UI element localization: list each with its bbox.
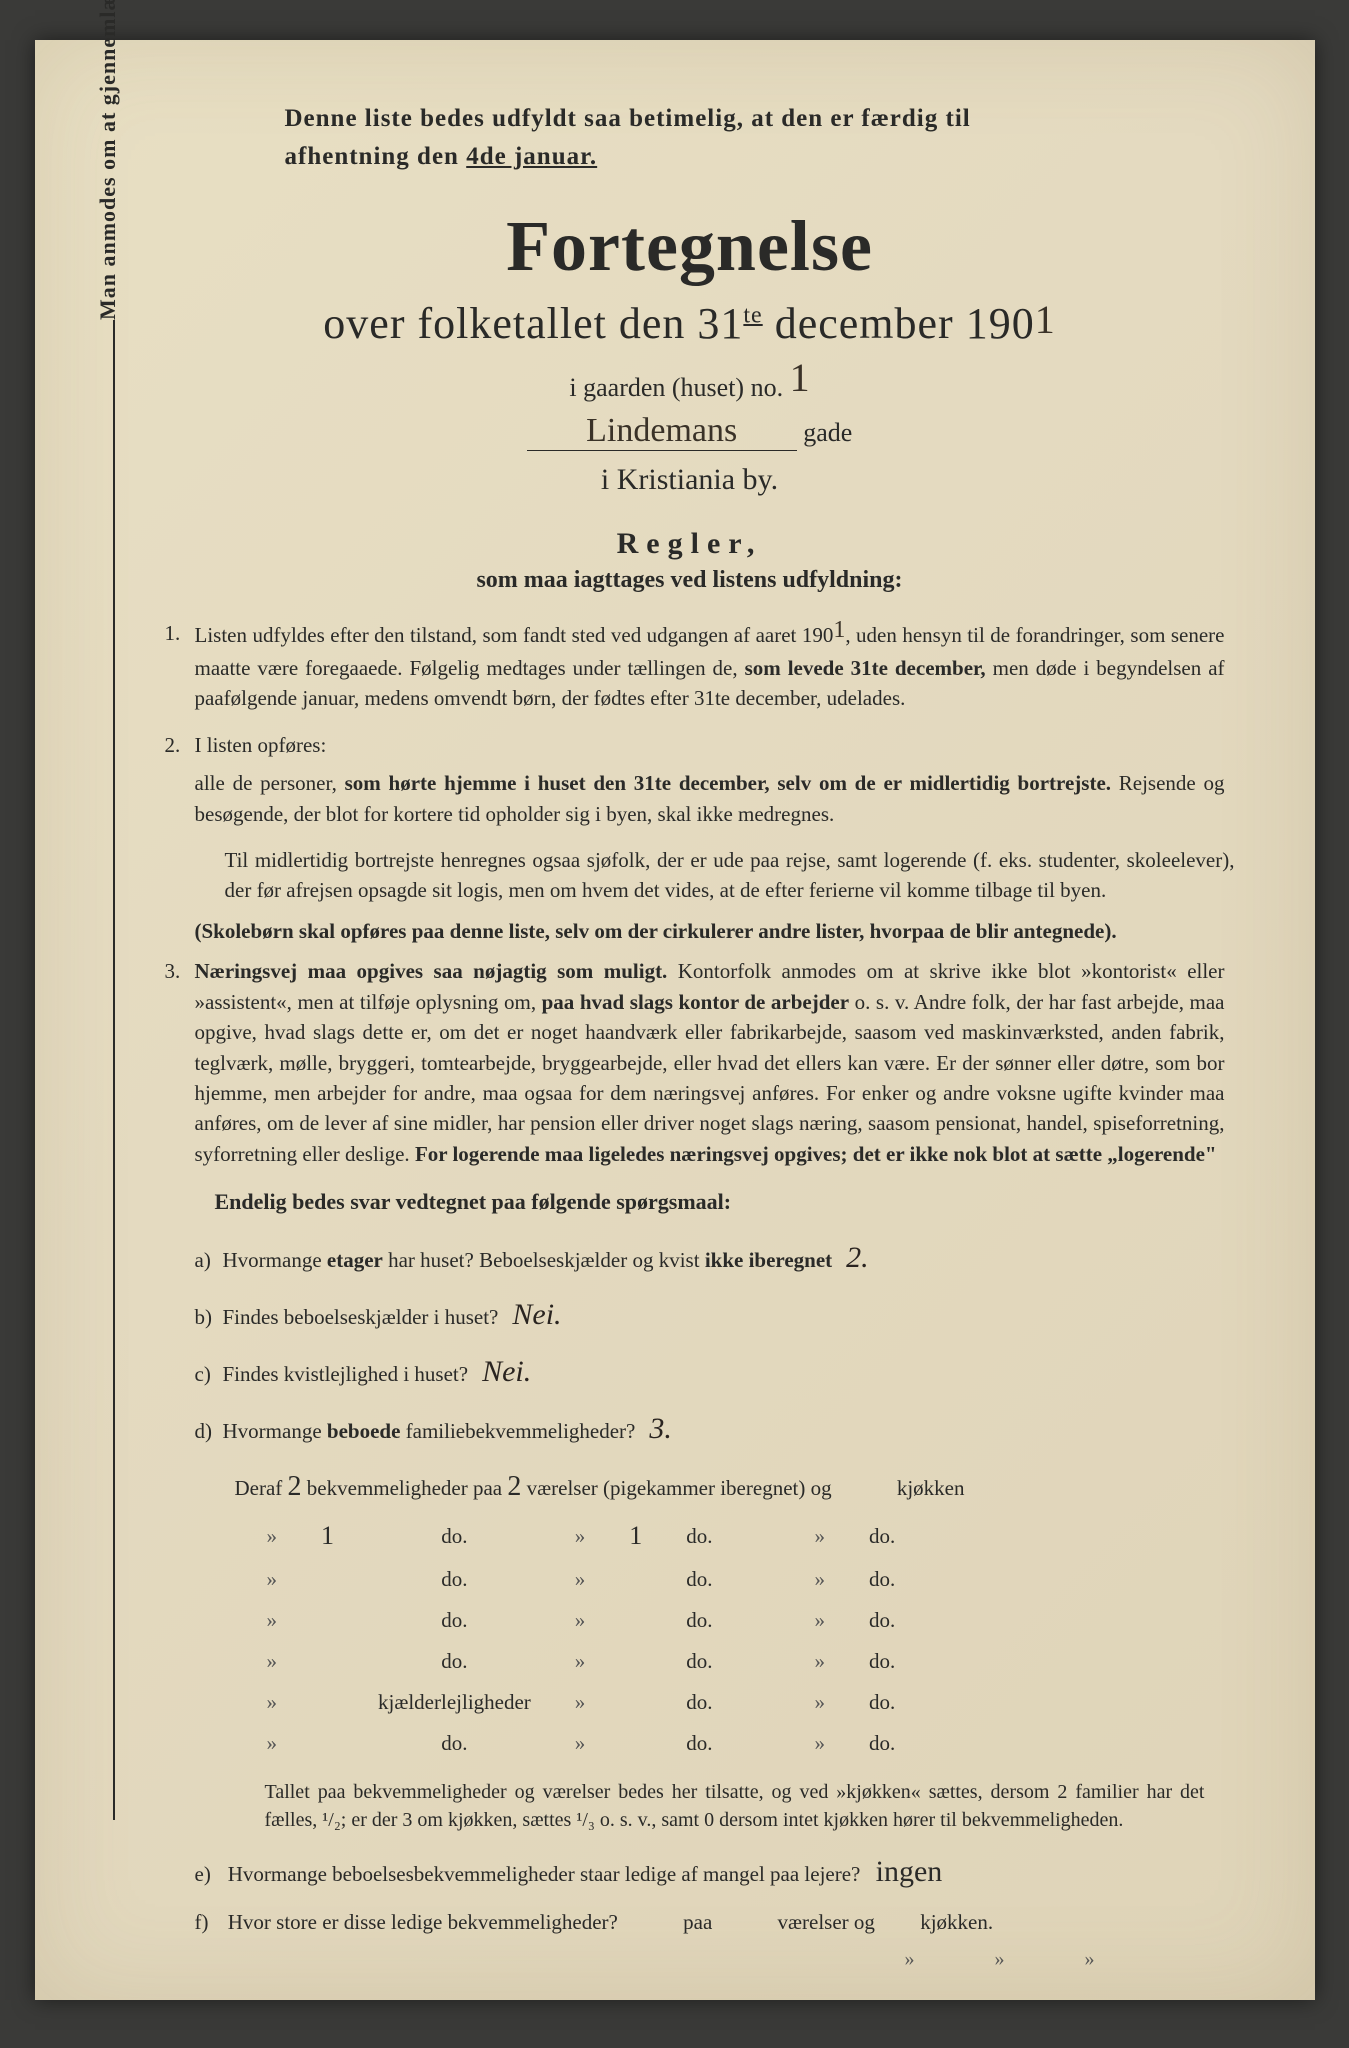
rule3-bold1: Næringsvej maa opgives saa nøjagtig som … (195, 959, 668, 983)
answer-a: 2. (846, 1229, 869, 1286)
vertical-rule (113, 320, 115, 1820)
deraf-line: Deraf 2 bekvemmeligheder paa 2 værelser … (235, 1471, 1235, 1503)
rules-list: Listen udfyldes efter den tilstand, som … (165, 618, 1225, 829)
table-footnote: Tallet paa bekvemmeligheder og værelser … (265, 1778, 1205, 1834)
year-handwritten: 1 (1035, 296, 1056, 343)
question-f-text: Hvor store er disse ledige bekvemmelighe… (228, 1910, 618, 1934)
rule2-p1a: alle de personer, (195, 771, 345, 795)
question-e-label: e) (195, 1858, 223, 1892)
trailing-ditto-marks: »»» (145, 1948, 1175, 1971)
top-line1: Denne liste bedes udfyldt saa betimelig,… (285, 105, 971, 132)
question-e-text: Hvormange beboelsesbekvemmeligheder staa… (228, 1862, 861, 1886)
answer-e: ingen (876, 1855, 943, 1888)
question-c: c) Findes kvistlejlighed i huset? Nei. (195, 1343, 1235, 1400)
rule2-p3: (Skolebørn skal opføres paa denne liste,… (195, 916, 1235, 946)
question-b-text: Findes beboelseskjælder i huset? (223, 1298, 499, 1338)
rule1-year: 1 (833, 613, 845, 648)
rule3-bold3: For logerende maa ligeledes næringsvej o… (415, 1142, 1217, 1166)
table-row: do. do. do. (245, 1641, 918, 1682)
question-e: e) Hvormange beboelsesbekvemmeligheder s… (195, 1848, 1235, 1896)
rule-2: I listen opføres: alle de personer, som … (165, 730, 1225, 829)
city-line: i Kristiania by. (145, 463, 1235, 497)
question-a: a) Hvormange etager har huset? Beboelses… (195, 1229, 1235, 1286)
house-number-value: 1 (790, 354, 810, 401)
subtitle: over folketallet den 31te december 1901 (145, 298, 1235, 349)
document-page: Man anmodes om at gjennemlæse og nøje at… (35, 40, 1315, 2000)
row1-val1: 1 (299, 1513, 356, 1559)
question-c-label: c) (195, 1355, 223, 1395)
top-line2-prefix: afhentning den (285, 143, 467, 170)
answer-d: 3. (649, 1400, 672, 1457)
rule1-a: Listen udfyldes efter den tilstand, som … (195, 623, 834, 647)
rule-3: Næringsvej maa opgives saa nøjagtig som … (165, 956, 1225, 1169)
rule2-p3-text: (Skolebørn skal opføres paa denne liste,… (195, 919, 1117, 943)
deraf-val2: 2 (507, 1471, 521, 1502)
rules-list-3: Næringsvej maa opgives saa nøjagtig som … (165, 956, 1225, 1169)
street-line: Lindemans gade (145, 412, 1235, 451)
rule-1: Listen udfyldes efter den tilstand, som … (165, 618, 1225, 714)
rule2-p1bold: som hørte hjemme i huset den 31te decemb… (345, 771, 1111, 795)
rule3-b: o. s. v. Andre folk, der har fast arbejd… (195, 990, 1225, 1166)
question-d: d) Hvormange beboede familiebekvemmeligh… (195, 1400, 1235, 1457)
table-row: do. do. do. (245, 1600, 918, 1641)
question-c-text: Findes kvistlejlighed i huset? (223, 1355, 469, 1395)
rule2-intro: I listen opføres: (195, 733, 327, 757)
question-d-label: d) (195, 1412, 223, 1452)
question-a-text: Hvormange etager har huset? Beboelseskjæ… (223, 1241, 833, 1281)
question-f: f) Hvor store er disse ledige bekvemmeli… (195, 1906, 1235, 1940)
subtitle-mid: december 190 (763, 299, 1035, 348)
table-row: kjælderlejligheder do. do. (245, 1682, 918, 1723)
table-row: do. do. do. (245, 1559, 918, 1600)
answer-c: Nei. (482, 1343, 531, 1400)
vertical-margin-note: Man anmodes om at gjennemlæse og nøje at… (95, 0, 121, 320)
rules-heading: Regler, (145, 527, 1235, 561)
street-suffix: gade (803, 418, 852, 447)
house-number-line: i gaarden (huset) no. 1 (145, 359, 1235, 406)
table-row: do. do. do. (245, 1723, 918, 1764)
question-b-label: b) (195, 1298, 223, 1338)
rule1-bold: som levede 31te december, (745, 656, 986, 680)
top-instruction: Denne liste bedes udfyldt saa betimelig,… (285, 100, 1215, 175)
question-d-text: Hvormange beboede familiebekvemmelighede… (223, 1412, 636, 1452)
question-f-label: f) (195, 1906, 223, 1940)
rule2-p2: Til midlertidig bortrejste henregnes ogs… (225, 845, 1235, 906)
questions-list: a) Hvormange etager har huset? Beboelses… (195, 1229, 1235, 1457)
question-a-label: a) (195, 1241, 223, 1281)
main-title: Fortegnelse (145, 205, 1235, 288)
street-name-value: Lindemans (527, 412, 797, 451)
rules-subheading: som maa iagttages ved listens udfyldning… (145, 567, 1235, 594)
answer-b: Nei. (512, 1286, 561, 1343)
row1-val2: 1 (607, 1513, 664, 1559)
subtitle-ordinal: te (743, 302, 762, 328)
subtitle-prefix: over folketallet den 31 (323, 299, 743, 348)
rule3-bold2: paa hvad slags kontor de arbejder (542, 990, 849, 1014)
gaarden-label: i gaarden (huset) no. (569, 373, 783, 402)
table-row: 1 do. 1 do. do. (245, 1513, 918, 1559)
deraf-val1: 2 (288, 1471, 302, 1502)
question-b: b) Findes beboelseskjælder i huset? Nei. (195, 1286, 1235, 1343)
questions-title: Endelig bedes svar vedtegnet paa følgend… (215, 1189, 1235, 1215)
units-table: 1 do. 1 do. do. do. do. do. do. do. do. … (245, 1513, 918, 1764)
top-line2-date: 4de januar. (466, 143, 597, 170)
